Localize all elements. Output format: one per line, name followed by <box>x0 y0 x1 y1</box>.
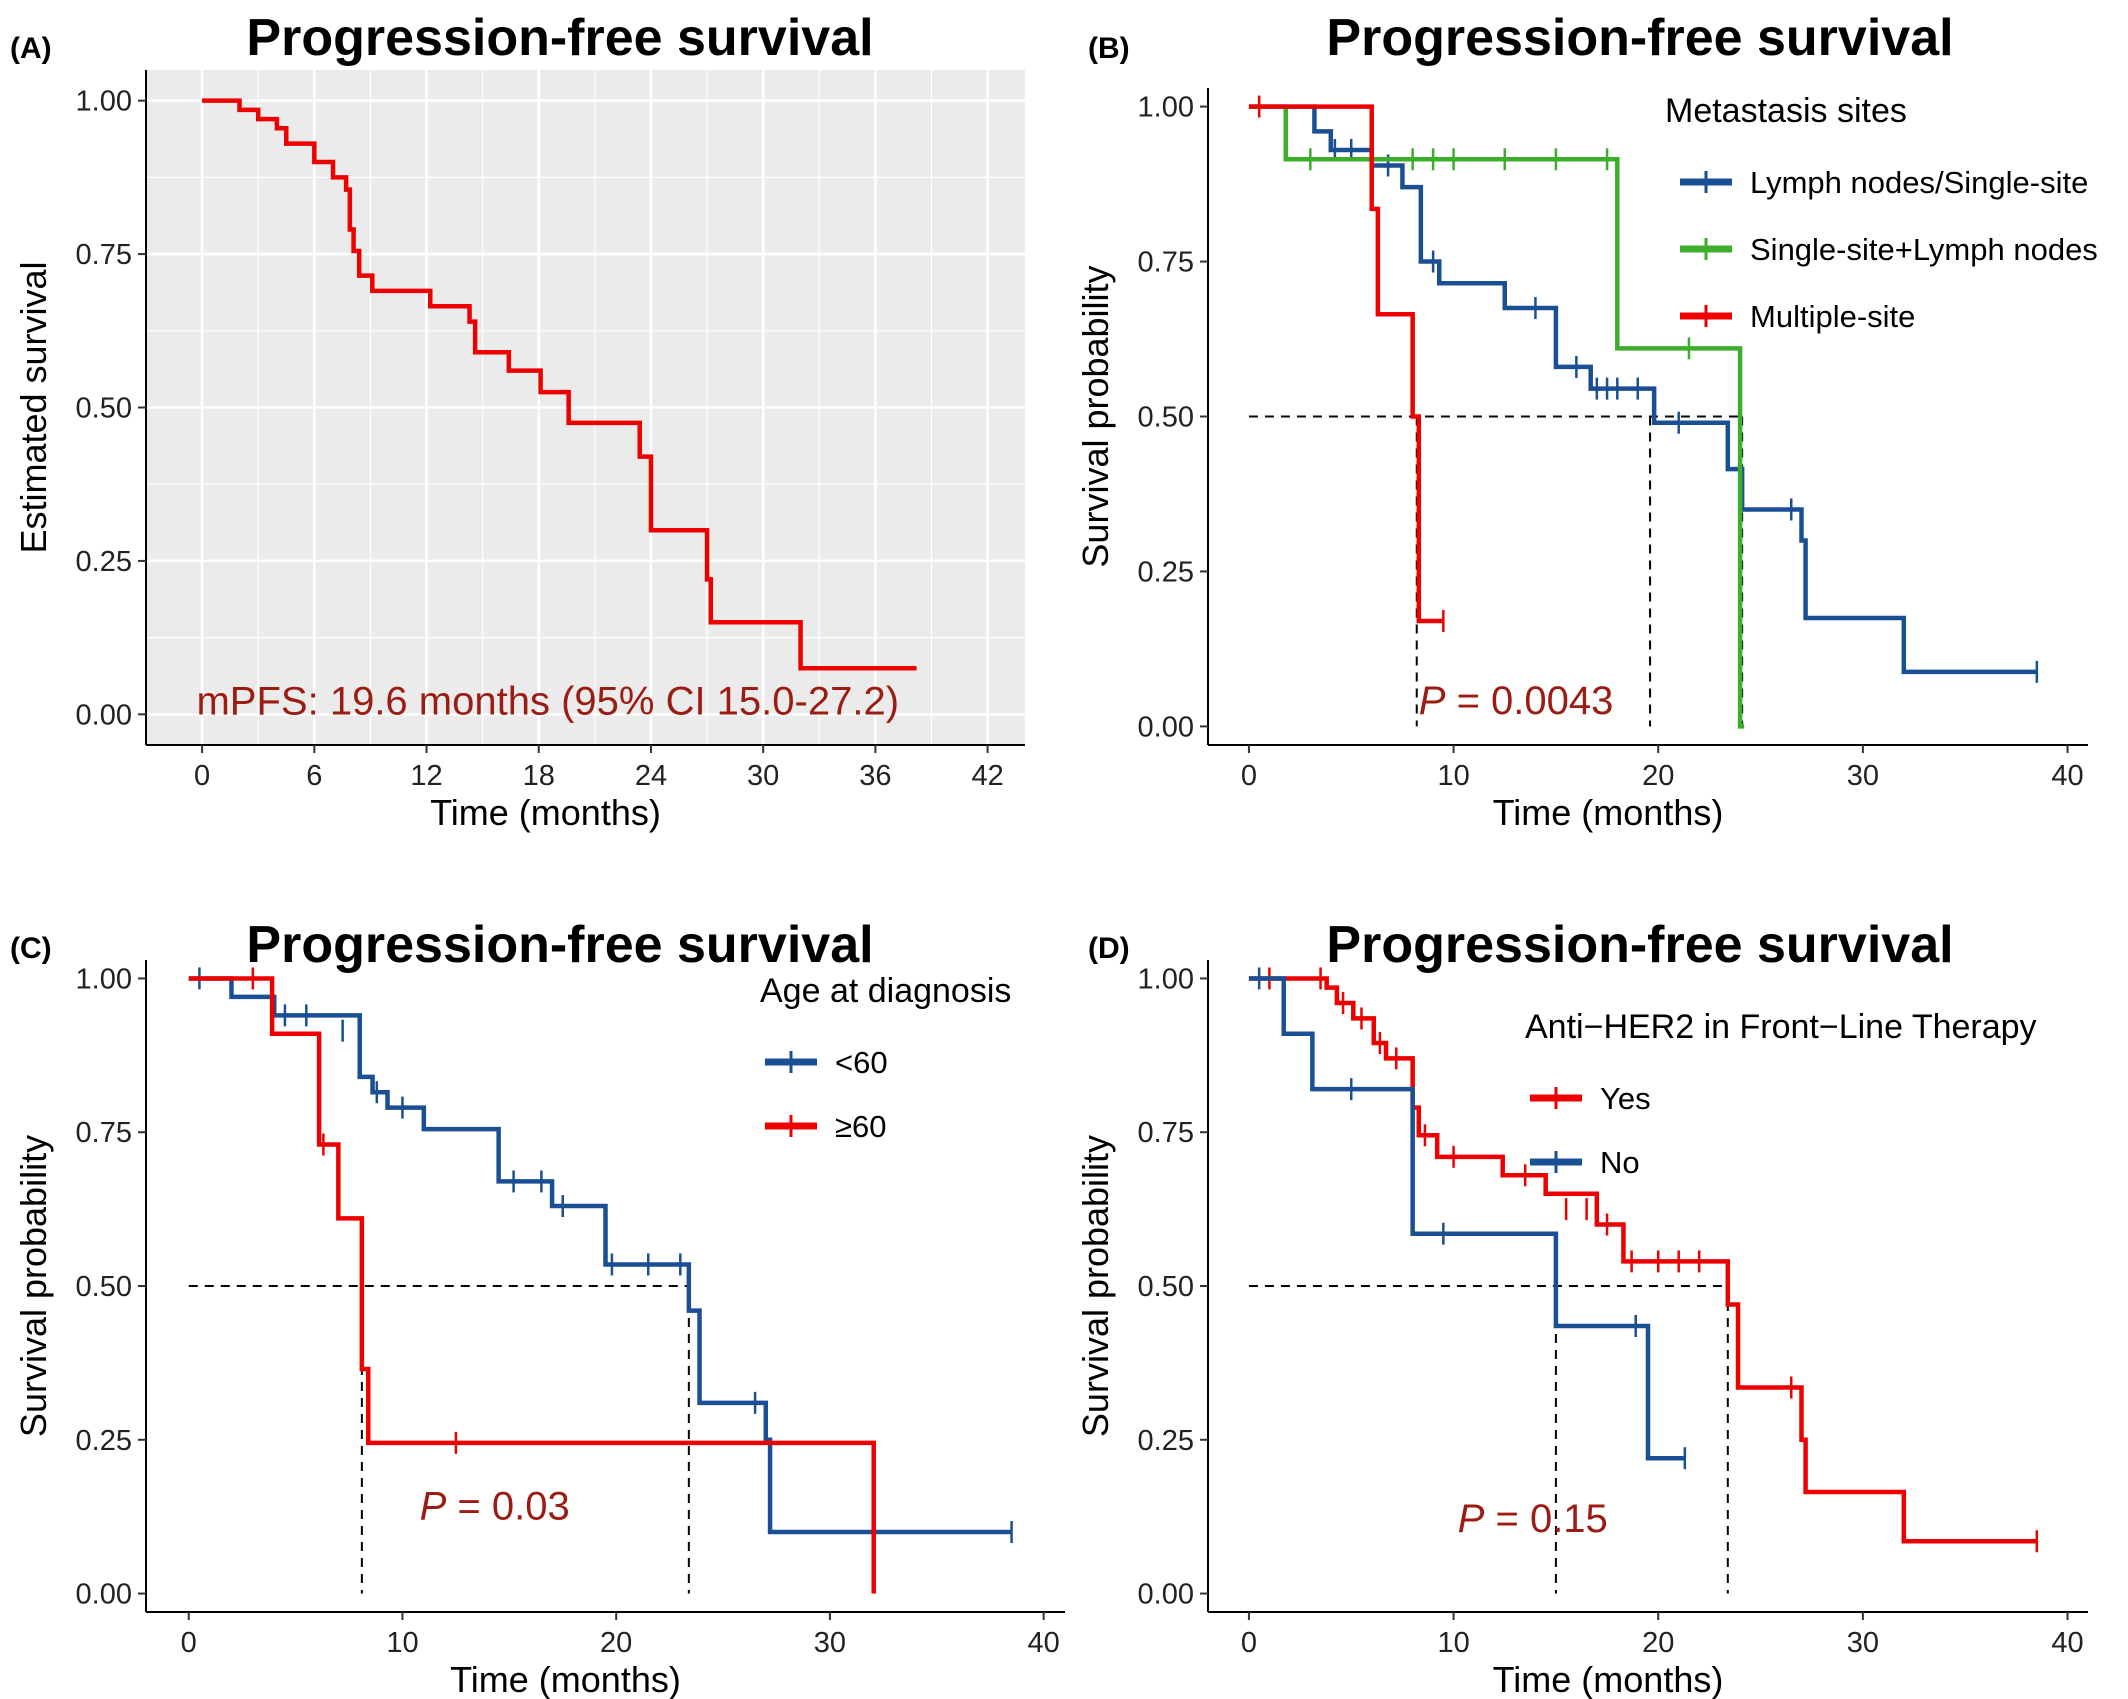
y-tick-label: 0.25 <box>76 546 132 578</box>
legend-label: Lymph nodes/Single-site <box>1750 165 2088 200</box>
y-axis-label: Survival probability <box>1075 265 1116 567</box>
y-axis-label: Survival probability <box>13 1135 54 1437</box>
x-tick-label: 10 <box>1437 760 1469 792</box>
x-axis-label: Time (months) <box>450 1659 681 1699</box>
y-tick-label: 0.25 <box>1138 556 1194 588</box>
x-tick-label: 20 <box>1642 760 1674 792</box>
x-axis-label: Time (months) <box>1493 792 1724 833</box>
legend-title: Age at diagnosis <box>760 972 1011 1010</box>
y-tick-label: 0.00 <box>1138 1579 1194 1611</box>
x-tick-label: 6 <box>306 760 322 792</box>
annotation-p-symbol: P <box>1419 679 1446 723</box>
y-tick-label: 0.00 <box>1138 711 1194 743</box>
annotation-value: = 0.15 <box>1484 1497 1607 1541</box>
annotation-text: mPFS: 19.6 months (95% CI 15.0-27.2) <box>196 679 899 723</box>
x-tick-label: 18 <box>523 760 555 792</box>
survival-curve-single-site-lymph-nodes <box>1248 104 1745 729</box>
y-tick-label: 0.75 <box>76 1117 132 1149</box>
chart-title: Progression-free survival <box>1326 9 1953 67</box>
legend-title: Metastasis sites <box>1665 92 1907 130</box>
survival-curve--60 <box>188 976 1012 1535</box>
x-tick-label: 20 <box>1642 1627 1674 1659</box>
y-tick-label: 1.00 <box>1138 92 1194 124</box>
x-tick-label: 0 <box>1241 760 1257 792</box>
chart-title: Progression-free survival <box>246 916 873 974</box>
annotation-text: P = 0.0043 <box>1419 679 1614 723</box>
annotation-value: = 0.0043 <box>1445 679 1613 723</box>
survival-curve-multiple-site <box>1248 104 1444 624</box>
panel-label: (A) <box>10 32 52 65</box>
y-tick-label: 0.75 <box>1138 1117 1194 1149</box>
y-tick-label: 0.50 <box>76 1271 132 1303</box>
x-tick-label: 42 <box>971 760 1003 792</box>
y-tick-label: 1.00 <box>1138 963 1194 995</box>
x-tick-label: 30 <box>1847 1627 1879 1659</box>
survival-curve-overall <box>202 98 917 671</box>
legend: Age at diagnosis <60 ≥60 <box>760 972 1011 1144</box>
y-tick-label: 0.00 <box>76 1579 132 1611</box>
legend: Anti−HER2 in Front−Line Therapy Yes No <box>1525 1008 2037 1180</box>
x-tick-label: 12 <box>410 760 442 792</box>
x-axis-label: Time (months) <box>1493 1659 1724 1699</box>
chart-panel-4: 0 10 20 30 40 0.00 0.25 0.50 0.75 1.00 Progression… <box>1075 916 2088 1699</box>
y-axis-label: Survival probability <box>1075 1135 1116 1437</box>
x-tick-label: 0 <box>181 1627 197 1659</box>
survival-curve--60 <box>188 976 876 1594</box>
x-tick-label: 40 <box>2051 760 2083 792</box>
x-tick-label: 40 <box>2051 1627 2083 1659</box>
chart-title: Progression-free survival <box>1326 916 1953 974</box>
x-tick-label: 30 <box>747 760 779 792</box>
y-tick-label: 0.50 <box>1138 402 1194 434</box>
x-tick-label: 40 <box>1027 1627 1059 1659</box>
y-tick-label: 0.50 <box>76 393 132 425</box>
y-axis-label: Estimated survival <box>13 261 54 553</box>
legend-label: ≥60 <box>835 1109 887 1144</box>
legend-label: <60 <box>835 1045 888 1080</box>
x-tick-label: 10 <box>1437 1627 1469 1659</box>
legend-label: Multiple-site <box>1750 299 1915 334</box>
y-tick-label: 0.25 <box>76 1425 132 1457</box>
y-tick-label: 1.00 <box>76 963 132 995</box>
y-tick-label: 0.75 <box>1138 247 1194 279</box>
legend: Metastasis sites Lymph nodes/Single-site S… <box>1665 92 2098 334</box>
x-tick-label: 36 <box>859 760 891 792</box>
x-tick-label: 0 <box>194 760 210 792</box>
annotation-p-symbol: P <box>420 1485 447 1529</box>
chart-panel-1: 0 6 12 18 24 30 36 42 0.00 0.25 0.50 0.75 1.00 Progre… <box>10 9 1025 833</box>
chart-title: Progression-free survival <box>246 9 873 67</box>
x-tick-label: 30 <box>1847 760 1879 792</box>
x-tick-label: 10 <box>386 1627 418 1659</box>
survival-curve-yes <box>1248 976 2037 1544</box>
annotation-value: = 0.03 <box>446 1485 569 1529</box>
chart-panel-3: 0 10 20 30 40 0.00 0.25 0.50 0.75 1.00 Progression… <box>10 916 1065 1699</box>
annotation-text: P = 0.03 <box>420 1485 570 1529</box>
survival-curve-no <box>1248 976 1685 1461</box>
legend-title: Anti−HER2 in Front−Line Therapy <box>1525 1008 2037 1046</box>
x-axis-label: Time (months) <box>430 792 661 833</box>
y-tick-label: 0.00 <box>76 699 132 731</box>
x-tick-label: 24 <box>635 760 667 792</box>
y-tick-label: 0.50 <box>1138 1271 1194 1303</box>
legend-label: Single-site+Lymph nodes <box>1750 232 2098 267</box>
panel-label: (D) <box>1088 932 1130 965</box>
annotation-p-symbol: P <box>1458 1497 1485 1541</box>
x-tick-label: 0 <box>1241 1627 1257 1659</box>
chart-panel-2: 0 10 20 30 40 0.00 0.25 0.50 0.75 1.00 Progression… <box>1075 9 2098 833</box>
panel-label: (C) <box>10 932 52 965</box>
legend-label: Yes <box>1600 1081 1651 1116</box>
x-tick-label: 30 <box>814 1627 846 1659</box>
y-tick-label: 0.75 <box>76 239 132 271</box>
y-tick-label: 1.00 <box>76 86 132 118</box>
y-tick-label: 0.25 <box>1138 1425 1194 1457</box>
legend-label: No <box>1600 1145 1640 1180</box>
panel-label: (B) <box>1088 32 1130 65</box>
x-tick-label: 20 <box>600 1627 632 1659</box>
annotation-text: P = 0.15 <box>1458 1497 1608 1541</box>
